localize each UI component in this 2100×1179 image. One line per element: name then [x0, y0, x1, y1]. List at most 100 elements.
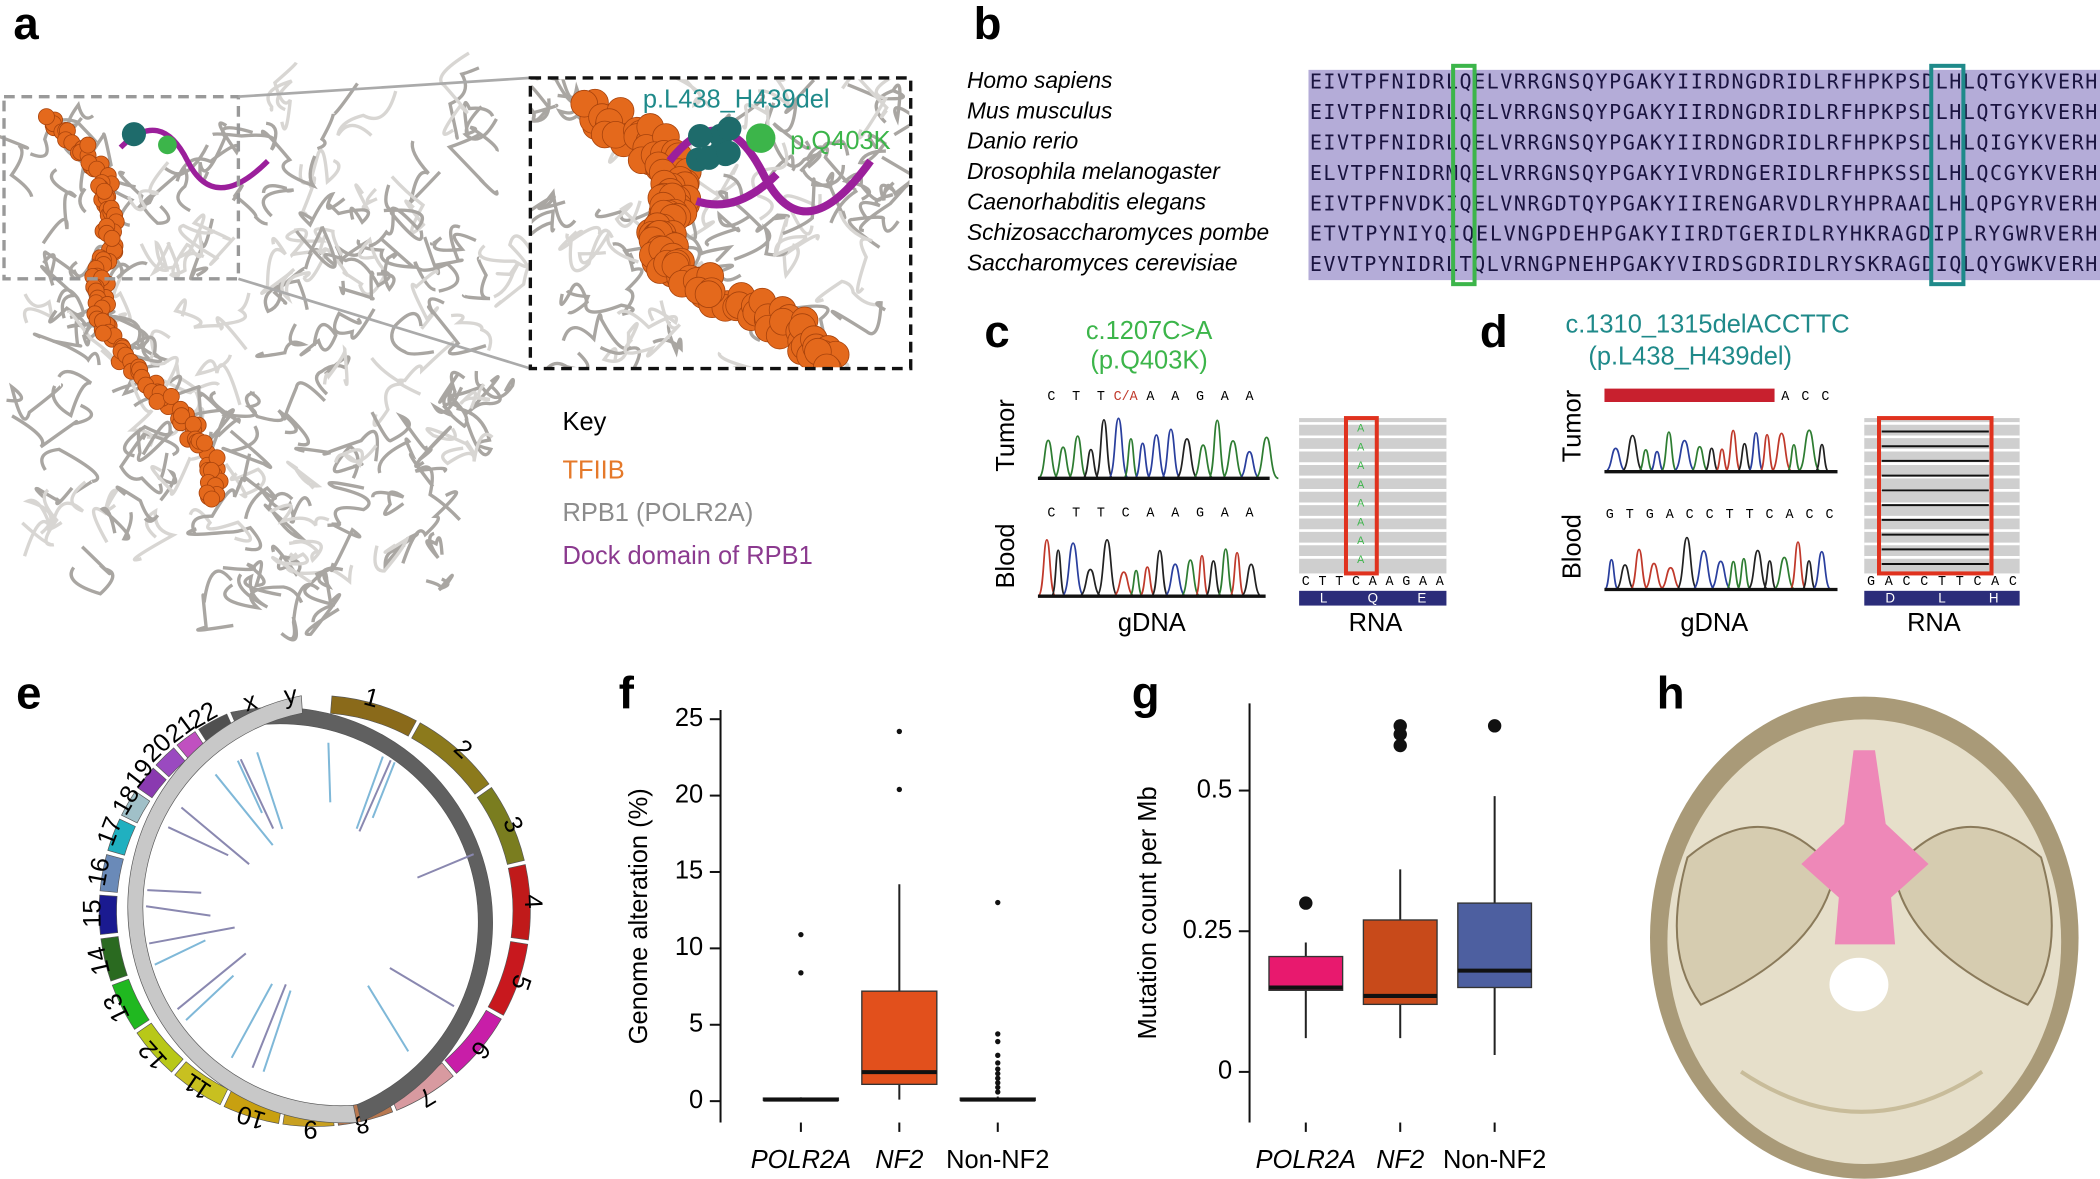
protein-ribbon: [69, 545, 115, 596]
mutation-title: c.1310_1315delACCTTC: [1565, 310, 1849, 338]
link: [167, 826, 229, 857]
protein-ribbon: [195, 390, 241, 446]
nucleotide: G: [1606, 508, 1614, 523]
trace-peak: [1150, 549, 1170, 598]
link: [148, 926, 235, 945]
panel-label: e: [16, 668, 41, 719]
protein-ribbon: [121, 331, 163, 364]
link: [256, 751, 284, 830]
trace-peak: [1689, 445, 1710, 473]
link: [236, 760, 263, 814]
protein-ribbon: [782, 234, 820, 280]
key-item: Dock domain of RPB1: [563, 542, 813, 570]
nucleotide: T: [1097, 507, 1105, 522]
trace-peak: [1194, 554, 1210, 598]
protein-ribbon: [493, 261, 520, 299]
protein-ribbon: [51, 369, 93, 418]
protein-ribbon: [805, 139, 850, 162]
tfiib-sphere: [95, 182, 113, 200]
nucleotide: A: [1885, 575, 1894, 590]
trace-peak: [1175, 438, 1199, 480]
trace-peak: [1658, 566, 1683, 591]
nucleotide: T: [1956, 575, 1964, 590]
protein-ribbon: [841, 79, 889, 119]
tfiib-sphere: [173, 407, 190, 425]
outlier: [798, 970, 804, 976]
nucleotide: T: [1335, 575, 1343, 590]
protein-ribbon: [322, 344, 349, 387]
protein-ribbon: [11, 403, 93, 449]
trace-peak: [1675, 536, 1699, 591]
outlier: [896, 728, 903, 735]
nucleotide: C: [1122, 507, 1130, 522]
nucleotide: G: [1196, 390, 1204, 405]
protein-ribbon: [461, 256, 491, 301]
link: [367, 985, 410, 1052]
x-tick-label: POLR2A: [751, 1146, 851, 1174]
chromosome-label: 12: [133, 1035, 173, 1075]
protein-ribbon: [99, 506, 133, 541]
protein-ribbon: [601, 321, 639, 363]
protein-ribbon: [466, 375, 502, 414]
box: [861, 990, 938, 1086]
protein-ribbon: [565, 289, 635, 316]
row-label: Tumor: [992, 399, 1020, 472]
protein-ribbon: [41, 168, 78, 245]
species: Schizosaccharomyces pombe: [967, 219, 1269, 245]
chromosome-label: y: [283, 681, 299, 710]
protein-ribbon: [260, 236, 294, 295]
protein-ribbon: [390, 311, 435, 356]
species: Homo sapiens: [967, 67, 1112, 93]
del-sphere: [716, 140, 741, 165]
deletion-bar: [1604, 388, 1775, 402]
outlier: [995, 1060, 1001, 1066]
nucleotide: G: [1402, 575, 1410, 590]
protein-ribbon: [879, 180, 910, 201]
protein-ribbon: [280, 582, 320, 642]
link: [417, 853, 475, 879]
protein-ribbon: [119, 430, 163, 495]
link: [389, 967, 455, 1008]
protein-ribbon: [215, 292, 251, 351]
sequence: EIVTPFNIDRLQELVRRGNSQYPGAKYIIRDNGDRIDLRF…: [1310, 131, 2097, 155]
protein-ribbon: [373, 535, 410, 573]
nucleotide: A: [1436, 575, 1445, 590]
protein-ribbon: [772, 79, 816, 151]
trace-peak: [1112, 571, 1136, 598]
protein-ribbon: [304, 572, 342, 637]
box: [1362, 919, 1438, 1006]
trace-peak: [1128, 569, 1144, 598]
chromosome-label: 4: [519, 894, 548, 909]
protein-ribbon: [303, 568, 336, 623]
trace-peak: [1659, 431, 1678, 473]
chromosome-arc: [99, 854, 124, 893]
sequence: ELVTPFNIDRMQELVRRGNSQYPGAKYIVRDNGERIDLRF…: [1310, 161, 2097, 185]
nucleotide: T: [1726, 508, 1734, 523]
tfiib-sphere: [103, 229, 121, 247]
protein-ribbon: [537, 188, 577, 228]
protein-ribbon: [413, 261, 460, 293]
nucleotide: T: [1938, 575, 1946, 590]
protein-ribbon: [191, 477, 244, 536]
protein-ribbon: [189, 218, 215, 281]
outlier: [995, 1066, 1001, 1072]
amino-acid: L: [1938, 590, 1945, 605]
deletion-box: [1929, 63, 1966, 287]
protein-ribbon: [414, 425, 453, 468]
protein-ribbon: [314, 355, 351, 396]
alignment-bg: [1308, 69, 2100, 281]
highlight-box: [1877, 416, 1994, 576]
nucleotide: C: [1047, 390, 1055, 405]
protein-ribbon: [186, 525, 263, 552]
protein-ribbon: [221, 425, 273, 470]
trace-peak: [1082, 448, 1100, 480]
protein-ribbon: [462, 118, 499, 153]
tfiib-sphere: [94, 324, 112, 342]
tfiib-sphere: [694, 280, 723, 308]
trace-peak: [1192, 444, 1215, 480]
link: [154, 939, 206, 966]
rna-bg: [1299, 418, 1447, 574]
protein-ribbon: [717, 351, 752, 368]
species: Saccharomyces cerevisiae: [967, 249, 1238, 275]
